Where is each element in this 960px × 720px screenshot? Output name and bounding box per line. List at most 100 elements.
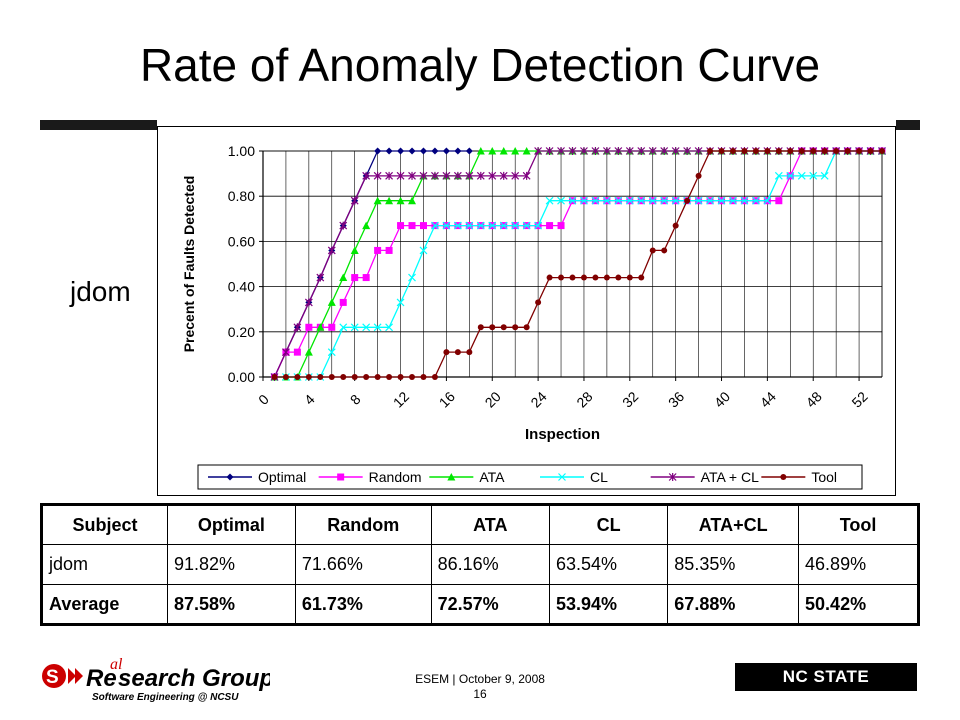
data-point-5 [752,148,759,154]
data-point-4 [293,323,302,332]
x-tick-label: 32 [619,388,641,410]
data-point-4 [339,221,348,230]
research-group-logo: S Re al search Group Software Engineerin… [42,656,270,703]
data-point-3 [534,221,543,230]
table-cell: 72.57% [430,584,550,625]
data-point-5 [821,148,828,154]
data-point-0 [454,147,462,155]
data-point-5 [833,148,840,154]
x-tick-label: 48 [803,388,825,410]
data-point-3 [774,171,783,180]
logo-text-re: Re [86,665,117,692]
data-point-3 [545,196,554,205]
table-cell: 46.89% [798,544,919,585]
data-point-2 [316,323,325,331]
legend-marker-0 [226,473,234,481]
legend-label-3: CL [590,469,608,485]
data-point-4 [625,147,634,155]
data-point-3 [557,196,565,205]
logo-text-superscript: al [110,656,123,673]
data-point-5 [592,274,599,281]
data-point-4 [522,171,531,180]
data-point-3 [763,196,772,205]
data-point-5 [615,274,622,281]
data-point-4 [683,147,692,155]
data-point-5 [489,324,496,331]
data-point-3 [660,196,669,205]
data-point-3 [614,196,623,205]
data-point-4 [385,171,394,180]
data-point-3 [453,221,462,230]
data-point-3 [591,196,600,205]
data-point-2 [339,273,348,282]
data-point-5 [420,374,427,380]
data-point-5 [305,374,312,380]
data-point-5 [523,324,530,331]
conference-label: ESEM | October 9, 2008 [415,672,545,686]
series-line-3 [274,150,882,378]
legend-marker-5 [780,474,787,480]
data-point-3 [442,221,451,230]
data-point-4 [442,171,451,180]
y-axis-label: Precent of Faults Detected [181,176,197,353]
legend-label-2: ATA [479,469,505,485]
data-point-5 [844,148,851,154]
data-point-1 [362,274,370,282]
legend-label-5: Tool [811,469,837,485]
y-tick-label: 0.20 [228,324,255,340]
data-point-5 [431,374,438,380]
data-point-2 [304,348,313,356]
data-point-3 [385,323,394,332]
data-point-4 [602,147,611,155]
x-tick-label: 20 [482,388,504,410]
table-cell: 91.82% [167,544,296,585]
data-point-1 [339,298,347,306]
data-point-5 [317,374,324,380]
y-tick-label: 0.80 [228,188,255,204]
data-point-4 [350,196,359,205]
logo-text-research-group: search Group [118,665,270,692]
data-point-5 [879,148,885,154]
data-point-0 [374,147,382,155]
data-point-1 [374,246,382,254]
se-logo-icon: S [42,664,83,688]
data-point-5 [798,148,805,154]
table-row: jdom 91.82% 71.66% 86.16% 63.54% 85.35% … [41,544,919,585]
data-point-4 [511,171,520,180]
header-cell: Tool [798,504,919,545]
data-point-3 [488,221,497,230]
table-cell: 53.94% [548,584,669,625]
data-point-3 [797,171,806,180]
data-point-5 [580,274,587,281]
table-cell: 86.16% [430,544,550,585]
data-point-2 [396,196,405,205]
data-point-5 [569,274,576,281]
data-point-5 [856,148,863,154]
data-point-4 [660,147,669,155]
plot-area [263,151,882,377]
table-cell: Average [41,584,168,625]
data-point-2 [511,147,520,155]
data-point-3 [729,196,737,205]
table-cell: 63.54% [548,544,669,585]
data-point-3 [499,221,508,230]
data-point-0 [442,147,450,155]
data-point-5 [294,374,301,380]
chart-frame: 0.00 0.20 0.40 0.60 0.80 1.00 0 4 8 12 16 20 24 28 32 3… [157,126,896,496]
data-point-3 [568,196,577,205]
data-point-3 [694,196,703,205]
y-tick-label: 0.60 [228,233,255,249]
data-point-4 [534,147,543,155]
x-axis-label: Inspection [525,426,600,443]
data-point-1 [397,222,405,230]
data-point-4 [431,171,439,180]
data-point-4 [671,147,680,155]
data-point-2 [350,246,359,254]
header-cell: Optimal [167,504,296,545]
x-tick-label: 36 [665,388,687,410]
x-tick-label: 44 [757,388,779,410]
data-point-2 [522,147,531,155]
header-cell: ATA+CL [667,504,800,545]
data-point-1 [546,222,554,230]
page-number: 16 [473,687,487,701]
